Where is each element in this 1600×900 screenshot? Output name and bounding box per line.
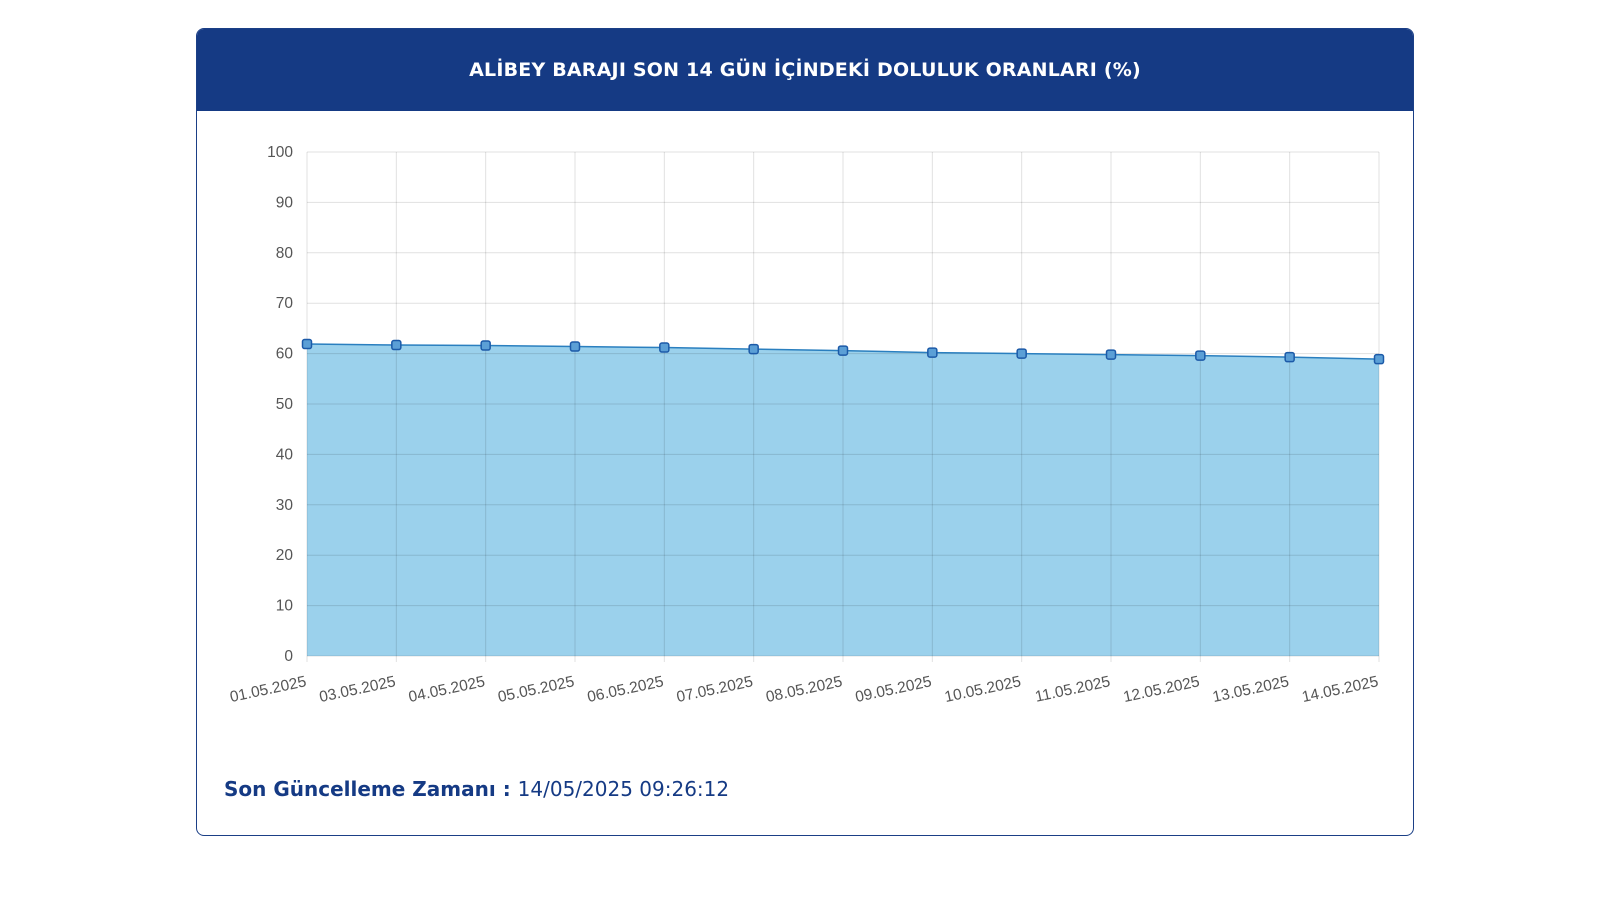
data-point <box>1105 349 1117 360</box>
data-point <box>480 340 491 351</box>
chart-title: ALİBEY BARAJI SON 14 GÜN İÇİNDEKİ DOLULU… <box>469 59 1141 81</box>
data-point <box>659 342 670 353</box>
y-tick-label: 40 <box>276 446 294 463</box>
x-tick-label: 03.05.2025 <box>318 673 397 706</box>
x-tick-label: 11.05.2025 <box>1034 673 1112 706</box>
x-tick-label: 06.05.2025 <box>586 673 665 706</box>
y-tick-label: 100 <box>267 144 293 161</box>
data-point <box>1373 353 1385 365</box>
data-point <box>1016 348 1027 359</box>
data-point <box>1195 350 1206 361</box>
y-tick-label: 90 <box>276 194 294 211</box>
x-tick-label: 14.05.2025 <box>1300 673 1379 706</box>
data-point <box>748 343 759 355</box>
last-update-value: 14/05/2025 09:26:12 <box>517 777 730 801</box>
last-update: Son Güncelleme Zamanı : 14/05/2025 09:26… <box>224 777 729 801</box>
x-tick-label: 13.05.2025 <box>1211 673 1290 706</box>
x-tick-label: 12.05.2025 <box>1122 673 1201 706</box>
y-tick-label: 60 <box>276 346 294 363</box>
y-tick-label: 20 <box>276 547 294 564</box>
data-point <box>391 339 402 351</box>
y-tick-label: 0 <box>284 648 293 665</box>
x-tick-label: 05.05.2025 <box>496 673 575 706</box>
y-tick-label: 50 <box>276 396 294 413</box>
x-tick-label: 07.05.2025 <box>675 673 754 706</box>
y-tick-label: 80 <box>276 245 294 262</box>
x-tick-label: 08.05.2025 <box>764 673 843 706</box>
area-fill <box>307 344 1379 656</box>
y-tick-label: 10 <box>276 598 294 615</box>
x-tick-label: 10.05.2025 <box>943 673 1022 706</box>
data-point <box>569 341 581 352</box>
y-tick-label: 30 <box>276 497 294 514</box>
y-tick-label: 70 <box>276 295 294 312</box>
data-point <box>1284 351 1295 363</box>
x-tick-label: 04.05.2025 <box>407 673 486 706</box>
data-point <box>301 338 313 350</box>
data-point <box>927 347 938 358</box>
x-tick-label: 09.05.2025 <box>854 673 933 706</box>
x-tick-label: 01.05.2025 <box>228 673 307 706</box>
data-point <box>837 345 849 356</box>
card-header: ALİBEY BARAJI SON 14 GÜN İÇİNDEKİ DOLULU… <box>197 29 1413 111</box>
last-update-label: Son Güncelleme Zamanı : <box>224 777 518 801</box>
